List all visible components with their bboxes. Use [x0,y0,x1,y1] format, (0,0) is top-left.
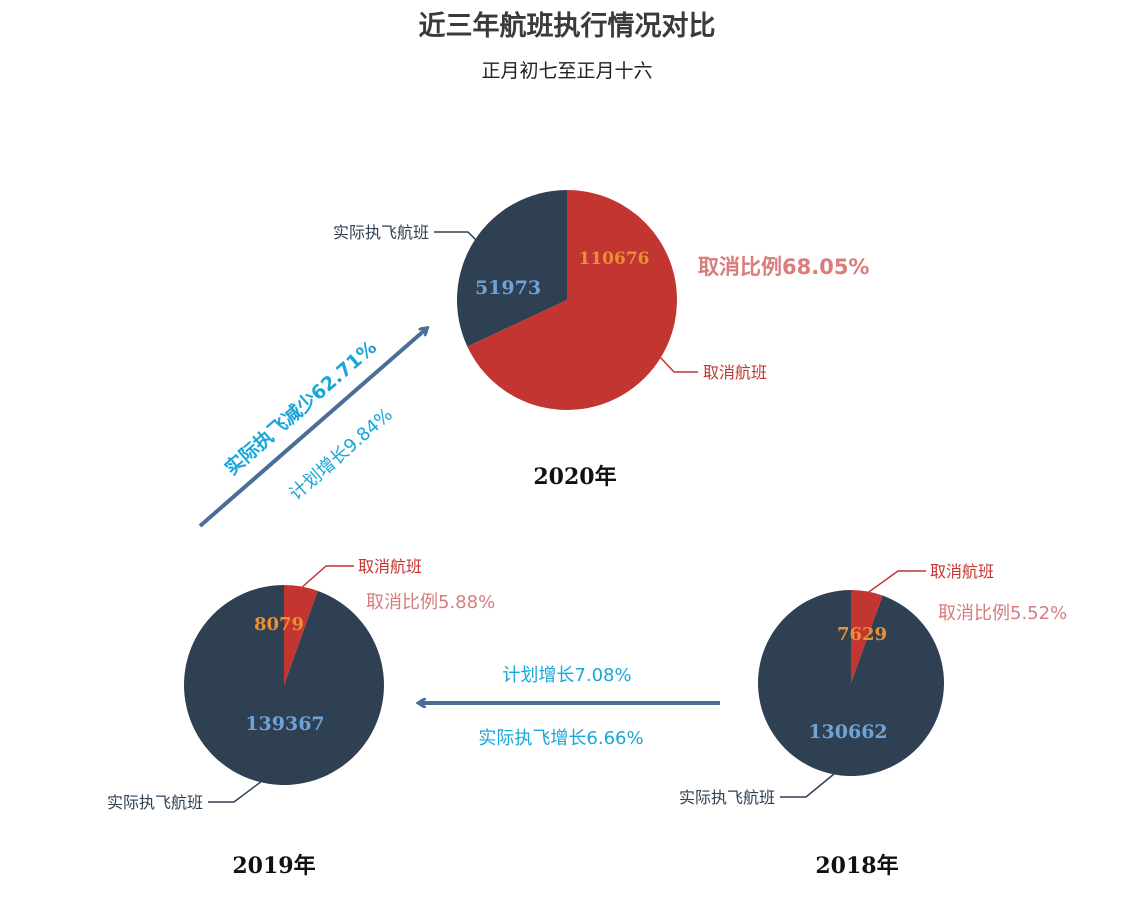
pie-2018-label-actual: 实际执飞航班 [679,788,775,807]
change-2018-2019: 计划增长7.08% 实际执飞增长6.66% [420,665,720,749]
pie-2020-label-cancelled: 取消航班 [703,363,767,382]
pie-2018-slice-actual[interactable] [757,590,944,776]
pie-2019-leader-actual [208,780,263,803]
pie-2018-leader-actual [780,773,835,798]
pie-2020-value-actual: 51973 [475,277,541,299]
pie-2019-value-cancelled: 8079 [254,614,304,635]
pie-2019-year-label: 2019年 [232,853,315,879]
pie-2020-cancel-ratio: 取消比例68.05% [698,255,869,279]
change-2019-2020: 实际执飞减少62.71% 计划增长9.84% [198,329,426,528]
change-2020-actual-text: 实际执飞减少62.71% [220,336,381,480]
chart-title: 近三年航班执行情况对比 [418,11,716,42]
pie-2020-label-actual: 实际执飞航班 [333,223,429,242]
pie-2020-slice-actual[interactable] [456,190,567,347]
pie-2018-slice-cancelled[interactable] [851,590,883,683]
pie-2020-value-cancelled: 110676 [579,249,650,269]
pie-2019-label-cancelled: 取消航班 [358,557,422,576]
change-2019-actual-text: 实际执飞增长6.66% [478,728,643,749]
pie-2018: 7629 130662 取消航班 取消比例5.52% 实际执飞航班 2018年 [679,562,1067,879]
change-2019-plan-text: 计划增长7.08% [502,665,631,686]
chart-subtitle: 正月初七至正月十六 [481,60,653,82]
pie-2020-leader-cancelled [659,356,698,373]
pie-2019-slice-cancelled[interactable] [284,585,318,685]
pie-2018-leader-cancelled [865,570,926,595]
pie-2019-value-actual: 139367 [245,713,324,735]
pie-2018-year-label: 2018年 [815,853,898,879]
pie-2019-slice-actual[interactable] [183,585,384,785]
pie-2018-value-cancelled: 7629 [837,624,887,645]
pie-2020-slice-cancelled[interactable] [467,190,677,410]
pie-2018-label-cancelled: 取消航班 [930,562,994,581]
pie-2019-label-actual: 实际执飞航班 [107,793,203,812]
pie-2020: 110676 51973 实际执飞航班 取消航班 取消比例68.05% 2020… [333,190,869,490]
arrow-2019-to-2020 [198,329,426,528]
pie-2019: 8079 139367 取消航班 取消比例5.88% 实际执飞航班 2019年 [107,557,495,879]
pie-2019-leader-cancelled [299,565,354,590]
pie-2018-cancel-ratio: 取消比例5.52% [938,603,1067,624]
pie-2020-year-label: 2020年 [533,464,616,490]
pie-2018-value-actual: 130662 [808,721,887,743]
pie-2020-leader-actual [434,231,477,241]
pie-2019-cancel-ratio: 取消比例5.88% [366,592,495,613]
